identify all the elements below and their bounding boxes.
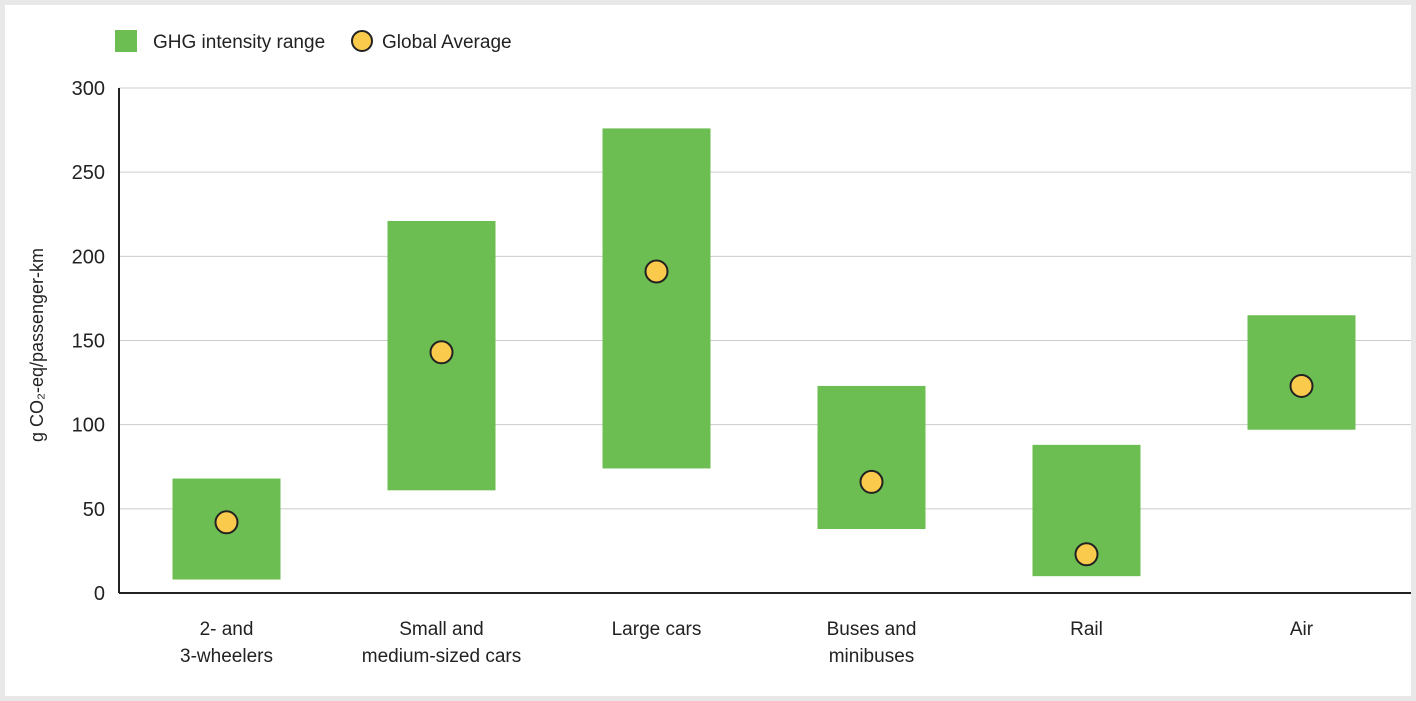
x-category-labels: 2- and 3-wheelers Small and medium-sized ca… xyxy=(180,619,1314,667)
x-category-label: Small and medium-sized cars xyxy=(362,619,521,667)
legend-average-marker xyxy=(351,30,373,52)
x-category-label: Buses and minibuses xyxy=(827,619,917,667)
average-marker xyxy=(214,510,239,535)
y-tick-label: 200 xyxy=(72,246,105,268)
legend-average-label: Global Average xyxy=(382,32,512,53)
range-bars xyxy=(172,128,1356,580)
legend-range-swatch xyxy=(115,30,137,52)
chart-panel: 0 50 100 150 200 250 300 2- and 3-wheelers Small… xyxy=(5,5,1411,696)
axes xyxy=(118,88,1411,594)
average-marker xyxy=(429,340,454,365)
average-marker xyxy=(644,259,669,284)
legend-range-label: GHG intensity range xyxy=(153,32,325,53)
average-marker xyxy=(859,469,884,494)
range-bar xyxy=(1247,315,1356,430)
average-markers xyxy=(214,259,1314,567)
legend: GHG intensity range Global Average xyxy=(115,30,512,53)
x-category-label: Rail xyxy=(1070,619,1103,640)
x-category-label: 2- and 3-wheelers xyxy=(180,619,273,667)
range-bar xyxy=(602,128,711,469)
x-category-label: Large cars xyxy=(612,619,702,640)
y-tick-label: 150 xyxy=(72,331,105,353)
range-bar xyxy=(817,385,926,530)
x-category-label: Air xyxy=(1290,619,1314,640)
average-marker xyxy=(1289,373,1314,398)
y-tick-label: 100 xyxy=(72,415,105,437)
y-axis-title: g CO₂-eq/passenger-km xyxy=(27,248,47,442)
y-tick-label: 250 xyxy=(72,162,105,184)
y-tick-labels: 0 50 100 150 200 250 300 xyxy=(72,78,105,605)
y-tick-label: 300 xyxy=(72,78,105,100)
average-marker xyxy=(1074,542,1099,567)
gridlines xyxy=(119,87,1411,510)
y-tick-label: 50 xyxy=(83,499,105,521)
chart-svg: 0 50 100 150 200 250 300 2- and 3-wheelers Small… xyxy=(27,30,1411,667)
y-tick-label: 0 xyxy=(94,583,105,605)
